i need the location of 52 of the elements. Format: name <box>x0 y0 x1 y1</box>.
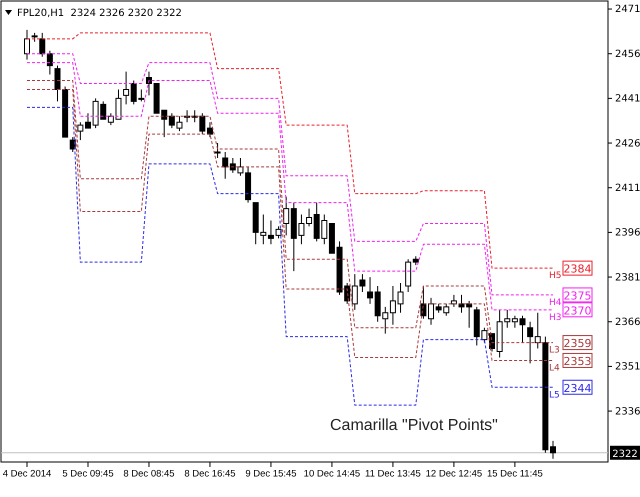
y-tick-label: 2441 <box>615 94 640 105</box>
data-label: 2375 <box>564 289 592 302</box>
candlestick <box>405 258 412 292</box>
data-label: 2359 <box>564 337 592 350</box>
candlestick <box>527 321 534 364</box>
candlestick <box>138 88 144 102</box>
line-series <box>26 32 554 269</box>
data-label: 2370 <box>564 304 592 318</box>
y-tick-label: 2396 <box>615 228 640 239</box>
candlestick <box>32 32 38 42</box>
series-label: L5 <box>549 390 560 400</box>
y-tick-label: 2411 <box>615 182 640 194</box>
x-tick-label: 5 Dec 09:45 <box>62 468 114 480</box>
series-label: L3 <box>549 346 560 356</box>
series-label: H4 <box>549 298 562 308</box>
y-tick-label: 2336 <box>615 406 640 418</box>
text: FPL20,H1 2324 2326 2320 2322 <box>17 8 182 19</box>
x-tick-label: 11 Dec 13:45 <box>365 468 421 480</box>
candlestick <box>39 32 46 58</box>
candlestick <box>54 65 60 102</box>
ref-line-label: 2322 <box>612 448 638 460</box>
candlestick <box>412 256 419 266</box>
candlestick <box>252 202 259 245</box>
series-label: H5 <box>549 271 562 282</box>
x-tick-label: 15 Dec 11:45 <box>486 468 543 480</box>
candlestick <box>62 86 68 138</box>
candlestick <box>46 50 53 76</box>
series-label: L4 <box>549 363 560 374</box>
data-label: 2344 <box>564 382 592 395</box>
x-tick-label: 8 Dec 16:45 <box>184 468 236 480</box>
x-tick-label: 12 Dec 12:45 <box>426 468 482 480</box>
y-tick-label: 2351 <box>615 362 640 373</box>
candlestick <box>24 29 30 60</box>
x-tick-label: 4 Dec 2014 <box>2 468 52 480</box>
y-tick-label: 2456 <box>615 48 640 60</box>
candlestick <box>534 312 541 350</box>
candlestick <box>214 142 221 158</box>
y-tick-label: 2471 <box>615 4 640 16</box>
candlestick <box>450 294 457 308</box>
data-label: 2353 <box>564 354 592 368</box>
x-tick-label: 9 Dec 15:45 <box>245 468 297 480</box>
x-tick-label: 8 Dec 08:45 <box>123 468 175 480</box>
candlestick <box>283 196 290 236</box>
candlestick <box>222 151 228 180</box>
data-label: 2384 <box>564 262 592 276</box>
x-tick-label: 10 Dec 14:45 <box>304 468 360 480</box>
y-tick-label: 2381 <box>615 272 640 284</box>
y-tick-label: 2366 <box>615 316 640 328</box>
series-label: H3 <box>549 312 562 323</box>
annotation: Camarilla "Pivot Points" <box>330 417 498 434</box>
candlestick <box>443 303 450 316</box>
y-tick-label: 2426 <box>615 138 640 150</box>
